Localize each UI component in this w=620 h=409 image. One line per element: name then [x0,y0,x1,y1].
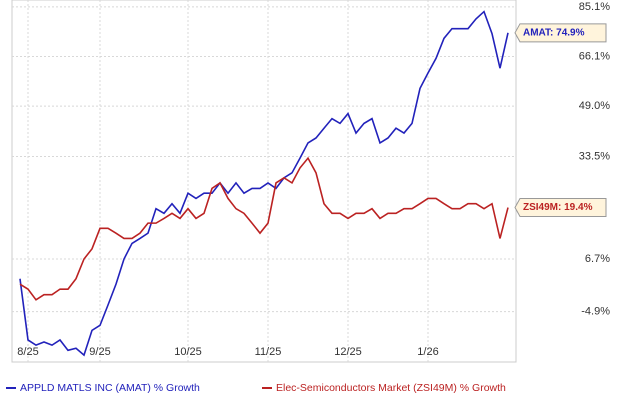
y-tick-label: -4.9% [581,306,610,318]
end-label: AMAT: 74.9% [523,27,585,38]
x-tick-label: 8/25 [17,346,38,358]
end-label-box [514,198,607,218]
end-label-box [514,23,607,43]
legend-label: Elec-Semiconductors Market (ZSI49M) % Gr… [276,382,506,394]
end-label: ZSI49M: 19.4% [523,202,593,213]
x-tick-label: 9/25 [89,346,110,358]
plot-frame [11,0,517,363]
x-tick-label: 10/25 [174,346,202,358]
series-line [19,10,509,357]
y-tick-label: 49.0% [579,100,610,112]
legend-label: APPLD MATLS INC (AMAT) % Growth [20,382,200,394]
y-tick-label: 6.7% [585,253,610,265]
x-tick-label: 12/25 [334,346,362,358]
x-tick-label: 11/25 [255,346,282,358]
y-tick-label: 66.1% [579,50,610,62]
series-line [19,156,509,301]
y-tick-label: 33.5% [579,150,610,162]
x-tick-label: 1/26 [417,346,438,358]
y-tick-label: 85.1% [579,1,610,13]
